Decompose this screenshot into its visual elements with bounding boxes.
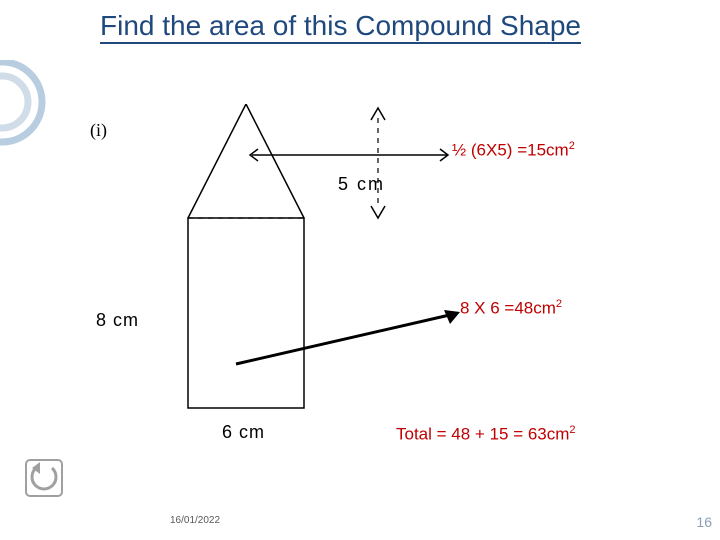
rect-area-calc: 8 X 6 =48cm2 [460,298,562,319]
item-label: (i) [90,120,107,141]
page-number: 16 [696,514,712,530]
total-area-calc: Total = 48 + 15 = 63cm2 [396,424,576,445]
calc3-text: Total = 48 + 15 = 63cm [396,425,569,444]
footer-date: 16/01/2022 [170,515,220,526]
height-arrow-bottom [371,206,385,218]
arrow-to-rect-calc [230,310,464,372]
decor-circle-inner [0,76,28,128]
calc2-sup: 2 [556,298,562,310]
measurement-5cm: 5 cm [338,174,385,195]
title-text: Find the area of this Compound Shape [100,10,581,44]
calc2-text: 8 X 6 =48cm [460,299,556,318]
slide-title: Find the area of this Compound Shape [100,10,581,44]
measurement-8cm: 8 cm [96,310,139,331]
slide-container: { "title": { "text": "Find the area of t… [0,0,720,540]
arrow-to-triangle-calc [248,145,458,165]
return-icon[interactable] [24,458,64,498]
return-icon-arc [32,468,56,489]
calc3-sup: 2 [569,424,575,436]
measurement-6cm: 6 cm [222,422,265,443]
triangle-area-calc: ½ (6X5) =15cm2 [452,140,575,161]
calc1-sup: 2 [569,140,575,152]
arrow2-line [236,314,454,364]
decor-circles [0,60,60,160]
calc1-text: ½ (6X5) =15cm [452,141,569,160]
